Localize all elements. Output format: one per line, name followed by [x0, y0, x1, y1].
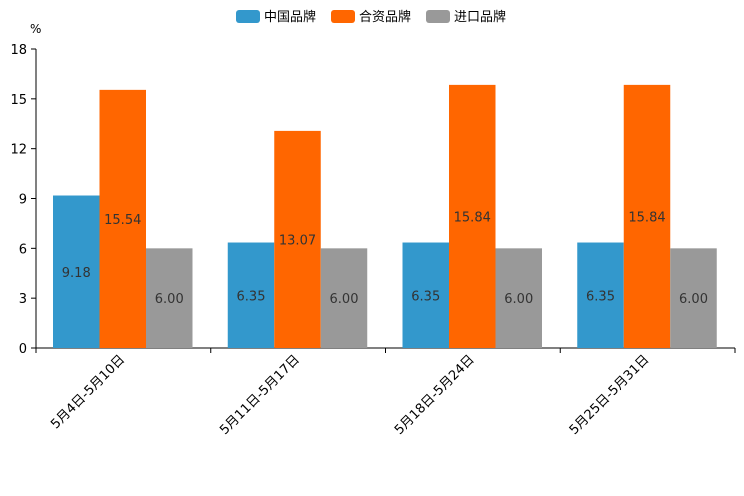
bar-2-3 [449, 84, 496, 348]
data-label: 15.84 [628, 210, 665, 225]
legend: 中国品牌 合资品牌 进口品牌 [236, 9, 506, 25]
bar-3-1 [146, 248, 193, 348]
data-label: 13.07 [279, 233, 316, 248]
y-axis: 0 3 6 9 12 15 18 [10, 43, 37, 357]
y-tick-label: 15 [10, 93, 27, 108]
bars [53, 84, 717, 348]
bar-2-1 [99, 89, 146, 348]
bar-2-2 [274, 130, 321, 348]
legend-swatch [236, 10, 260, 23]
data-labels: 9.18 6.35 6.35 6.35 15.54 13.07 15.84 15.84 6.00… [62, 210, 708, 307]
data-label: 15.84 [454, 210, 491, 225]
data-label: 6.00 [504, 292, 533, 307]
bar-1-1 [53, 195, 100, 348]
bar-3-4 [670, 248, 717, 348]
x-tick-label: 5月4日-5月10日 [48, 352, 128, 432]
legend-label: 合资品牌 [359, 9, 411, 25]
data-label: 6.35 [237, 289, 266, 304]
data-label: 15.54 [104, 213, 141, 228]
bar-1-4 [577, 242, 624, 348]
bar-2-4 [623, 84, 671, 348]
data-label: 6.35 [411, 289, 440, 304]
legend-swatch [331, 10, 355, 23]
data-label: 6.00 [330, 292, 359, 307]
legend-label: 进口品牌 [454, 9, 506, 25]
data-label: 6.00 [155, 292, 184, 307]
legend-swatch [426, 10, 450, 23]
y-tick-label: 0 [19, 342, 27, 357]
y-tick-label: 12 [10, 143, 27, 158]
y-tick-label: 3 [19, 292, 27, 307]
y-tick-label: 18 [10, 43, 27, 58]
y-axis-unit-label: % [30, 22, 41, 36]
bar-1-3 [402, 242, 449, 348]
x-tick-label: 5月18日-5月24日 [392, 352, 478, 438]
bar-3-3 [495, 248, 542, 348]
y-tick-label: 6 [19, 242, 27, 257]
y-tick-label: 9 [19, 193, 27, 208]
bar-1-2 [227, 242, 275, 348]
x-tick-label: 5月25日-5月31日 [567, 352, 653, 438]
data-label: 9.18 [62, 266, 91, 281]
bar-3-2 [320, 248, 368, 348]
legend-label: 中国品牌 [264, 9, 316, 25]
x-tick-label: 5月11日-5月17日 [217, 352, 303, 438]
data-label: 6.00 [679, 292, 708, 307]
x-axis: 5月4日-5月10日 5月11日-5月17日 5月18日-5月24日 5月25日-5月… [35, 347, 736, 438]
data-label: 6.35 [586, 289, 615, 304]
